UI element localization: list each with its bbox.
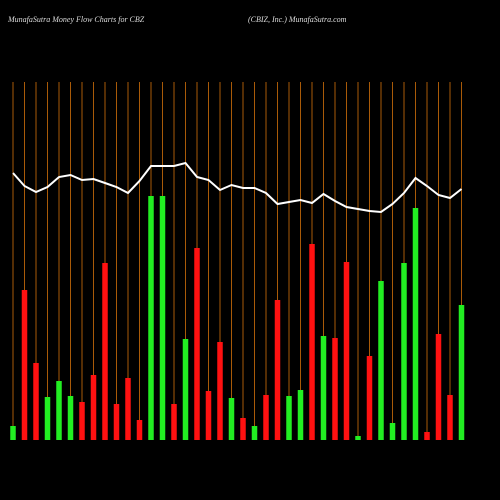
bar: [182, 339, 189, 440]
bar: [297, 390, 304, 440]
bar: [228, 398, 235, 440]
bar: [79, 402, 85, 440]
flow-line: [12, 161, 463, 214]
bar: [56, 381, 62, 440]
bar: [44, 397, 51, 440]
bar: [102, 263, 108, 440]
bar: [194, 248, 200, 440]
bar: [217, 342, 223, 440]
bar: [309, 244, 315, 440]
bar: [159, 196, 166, 440]
bar: [274, 300, 281, 440]
bar: [136, 420, 143, 440]
bar: [21, 290, 28, 440]
bar: [332, 338, 338, 440]
bar: [33, 363, 39, 440]
chart-title: MunafaSutra Money Flow Charts for CBZ: [7, 15, 145, 24]
bar: [355, 436, 361, 440]
bar: [240, 418, 246, 440]
bar: [90, 375, 97, 440]
bar: [148, 196, 154, 440]
bar: [263, 395, 269, 440]
bar: [447, 395, 453, 440]
bar: [343, 262, 350, 440]
bar: [389, 423, 396, 440]
bar: [412, 208, 419, 440]
bar: [251, 426, 258, 440]
bar: [424, 432, 430, 440]
bar: [458, 305, 465, 440]
bar: [401, 263, 407, 440]
bar: [113, 404, 120, 440]
bar: [10, 426, 16, 440]
bar: [286, 396, 292, 440]
chart-subtitle: (CBIZ, Inc.) MunafaSutra.com: [248, 15, 347, 24]
bar: [320, 336, 327, 440]
bar: [205, 391, 212, 440]
bar: [435, 334, 442, 440]
bar: [171, 404, 177, 440]
bar: [378, 281, 384, 440]
bar: [125, 378, 131, 440]
bar: [366, 356, 373, 440]
bar: [67, 396, 74, 440]
